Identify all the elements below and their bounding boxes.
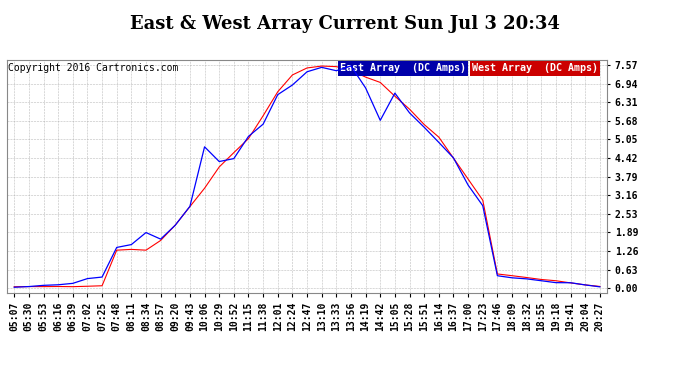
Text: Copyright 2016 Cartronics.com: Copyright 2016 Cartronics.com: [8, 63, 179, 74]
Text: East & West Array Current Sun Jul 3 20:34: East & West Array Current Sun Jul 3 20:3…: [130, 15, 560, 33]
Text: West Array  (DC Amps): West Array (DC Amps): [472, 63, 598, 74]
Text: East Array  (DC Amps): East Array (DC Amps): [340, 63, 466, 74]
